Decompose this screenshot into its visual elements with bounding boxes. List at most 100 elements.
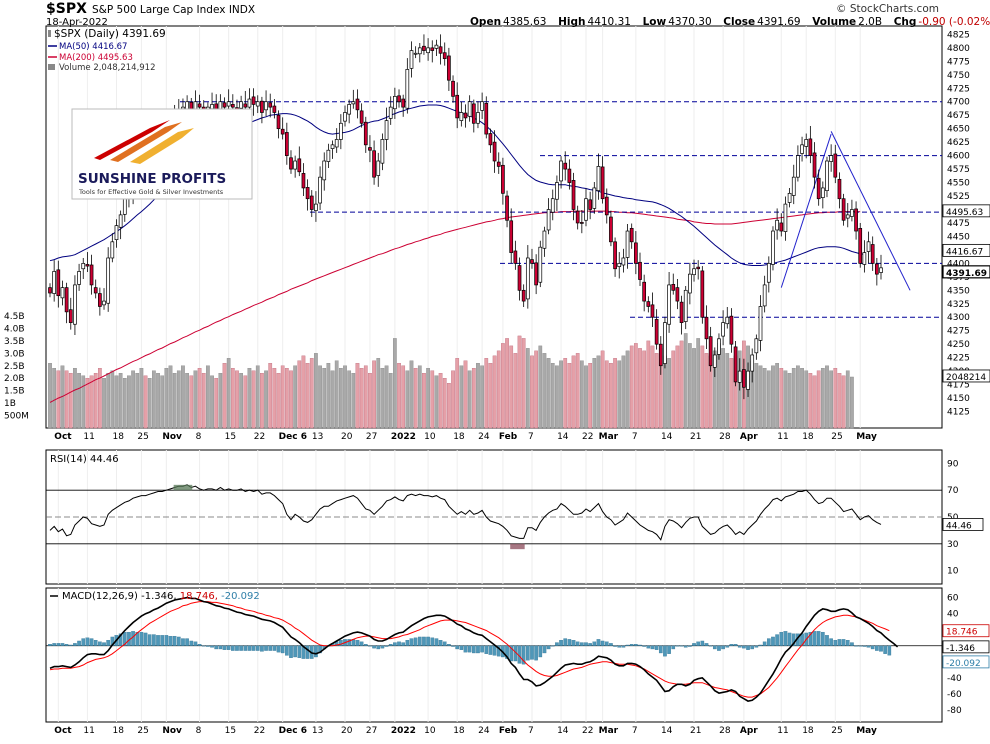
volume-bar (438, 373, 443, 429)
candle-body (181, 106, 185, 110)
macd-histogram-bar (471, 645, 476, 654)
macd-histogram-bar (467, 645, 472, 653)
macd-histogram-bar (725, 645, 730, 648)
candle-body (264, 101, 268, 111)
macd-histogram-bar (721, 645, 725, 650)
candle-body (754, 338, 759, 354)
volume-bar (172, 373, 177, 429)
macd-histogram-bar (285, 645, 289, 656)
candle-body (339, 122, 343, 140)
x-tick-label: 11 (777, 726, 788, 736)
candle-body (530, 259, 534, 264)
volume-tick: 1.5B (4, 387, 25, 397)
macd-value-label: 18.746 (946, 628, 978, 638)
candle-body (368, 147, 372, 151)
macd-histogram-bar (397, 641, 401, 646)
volume-bar (517, 335, 522, 429)
candle-body (501, 164, 505, 194)
volume-tick: 2.0B (4, 374, 25, 384)
volume-bar (127, 375, 131, 429)
macd-histogram-bar (480, 645, 484, 653)
x-tick-label: Dec 6 (279, 432, 307, 442)
candle-body (650, 304, 655, 318)
macd-value-box (942, 624, 990, 638)
x-tick-label: 13 (312, 432, 323, 442)
volume-bar (139, 368, 144, 429)
volume-bar (131, 370, 135, 429)
candle-body (492, 141, 497, 162)
macd-histogram-bar (251, 645, 256, 651)
candle-body (800, 144, 804, 154)
candle-body (546, 209, 551, 231)
macd-histogram-bar (93, 640, 98, 646)
candle-body (309, 195, 314, 210)
candle-body (372, 150, 376, 178)
price-tick: 4475 (947, 219, 970, 229)
volume-bar (521, 338, 526, 429)
volume-bar (530, 355, 534, 429)
volume-bar (625, 350, 630, 429)
volume-bar (729, 358, 734, 429)
volume-bar (563, 358, 568, 429)
volume-bar (235, 370, 239, 429)
x-tick-label: Feb (499, 726, 518, 736)
candle-body (397, 95, 401, 103)
x-tick-label: 20 (341, 726, 353, 736)
volume-bar (779, 368, 784, 429)
candle-body (712, 354, 717, 368)
volume-bar (671, 350, 676, 429)
macd-histogram-bar (767, 638, 771, 646)
candle-body (613, 241, 617, 270)
macd-histogram-bar (85, 637, 90, 646)
macd-histogram-bar (783, 631, 788, 646)
macd-histogram-bar (526, 645, 530, 661)
candle-body (679, 301, 684, 323)
candle-body (56, 269, 61, 297)
volume-bar (484, 358, 489, 429)
candle-body (93, 287, 98, 294)
macd-histogram-bar (189, 640, 194, 646)
volume-bar (293, 365, 298, 429)
volume-bar (459, 365, 464, 429)
price-tick: 4400 (947, 259, 970, 269)
macd-histogram-bar (671, 645, 676, 650)
candle-body (729, 315, 734, 345)
volume-bar (189, 375, 194, 429)
macd-histogram-bar (808, 631, 813, 646)
macd-histogram-bar (226, 645, 231, 650)
rsi-line (49, 484, 882, 541)
macd-histogram-bar (621, 645, 626, 648)
rsi-tick: 70 (947, 486, 959, 496)
macd-histogram-bar (775, 634, 779, 646)
volume-bar (476, 363, 480, 429)
macd-histogram-bar (596, 639, 601, 646)
volume-bar (338, 368, 343, 429)
macd-histogram-bar (538, 645, 543, 658)
volume-bar (542, 353, 547, 429)
volume-bar (837, 373, 842, 429)
volume-bar (550, 363, 555, 429)
macd-histogram-bar (825, 635, 829, 646)
candle-body (52, 271, 57, 294)
x-tick-label: 11 (83, 432, 94, 442)
candle-body (343, 112, 347, 122)
macd-histogram-bar (201, 645, 206, 647)
volume-bar (600, 350, 605, 429)
macd-histogram-bar (314, 645, 318, 658)
volume-bar (97, 368, 102, 429)
candle-body (791, 176, 796, 196)
macd-histogram-bar (447, 644, 451, 646)
candle-body (658, 343, 663, 367)
volume-bar (613, 358, 617, 429)
candle-body (646, 301, 651, 307)
macd-histogram-bar (617, 645, 622, 648)
candle-body (430, 47, 435, 51)
volume-bar (471, 368, 476, 429)
volume-bar (343, 365, 347, 429)
macd-histogram-bar (118, 633, 123, 646)
volume-value: 2.0B (858, 16, 883, 28)
volume-bar (621, 355, 626, 429)
volume-bar (334, 360, 339, 429)
volume-value-label: 2048214 (946, 373, 986, 383)
